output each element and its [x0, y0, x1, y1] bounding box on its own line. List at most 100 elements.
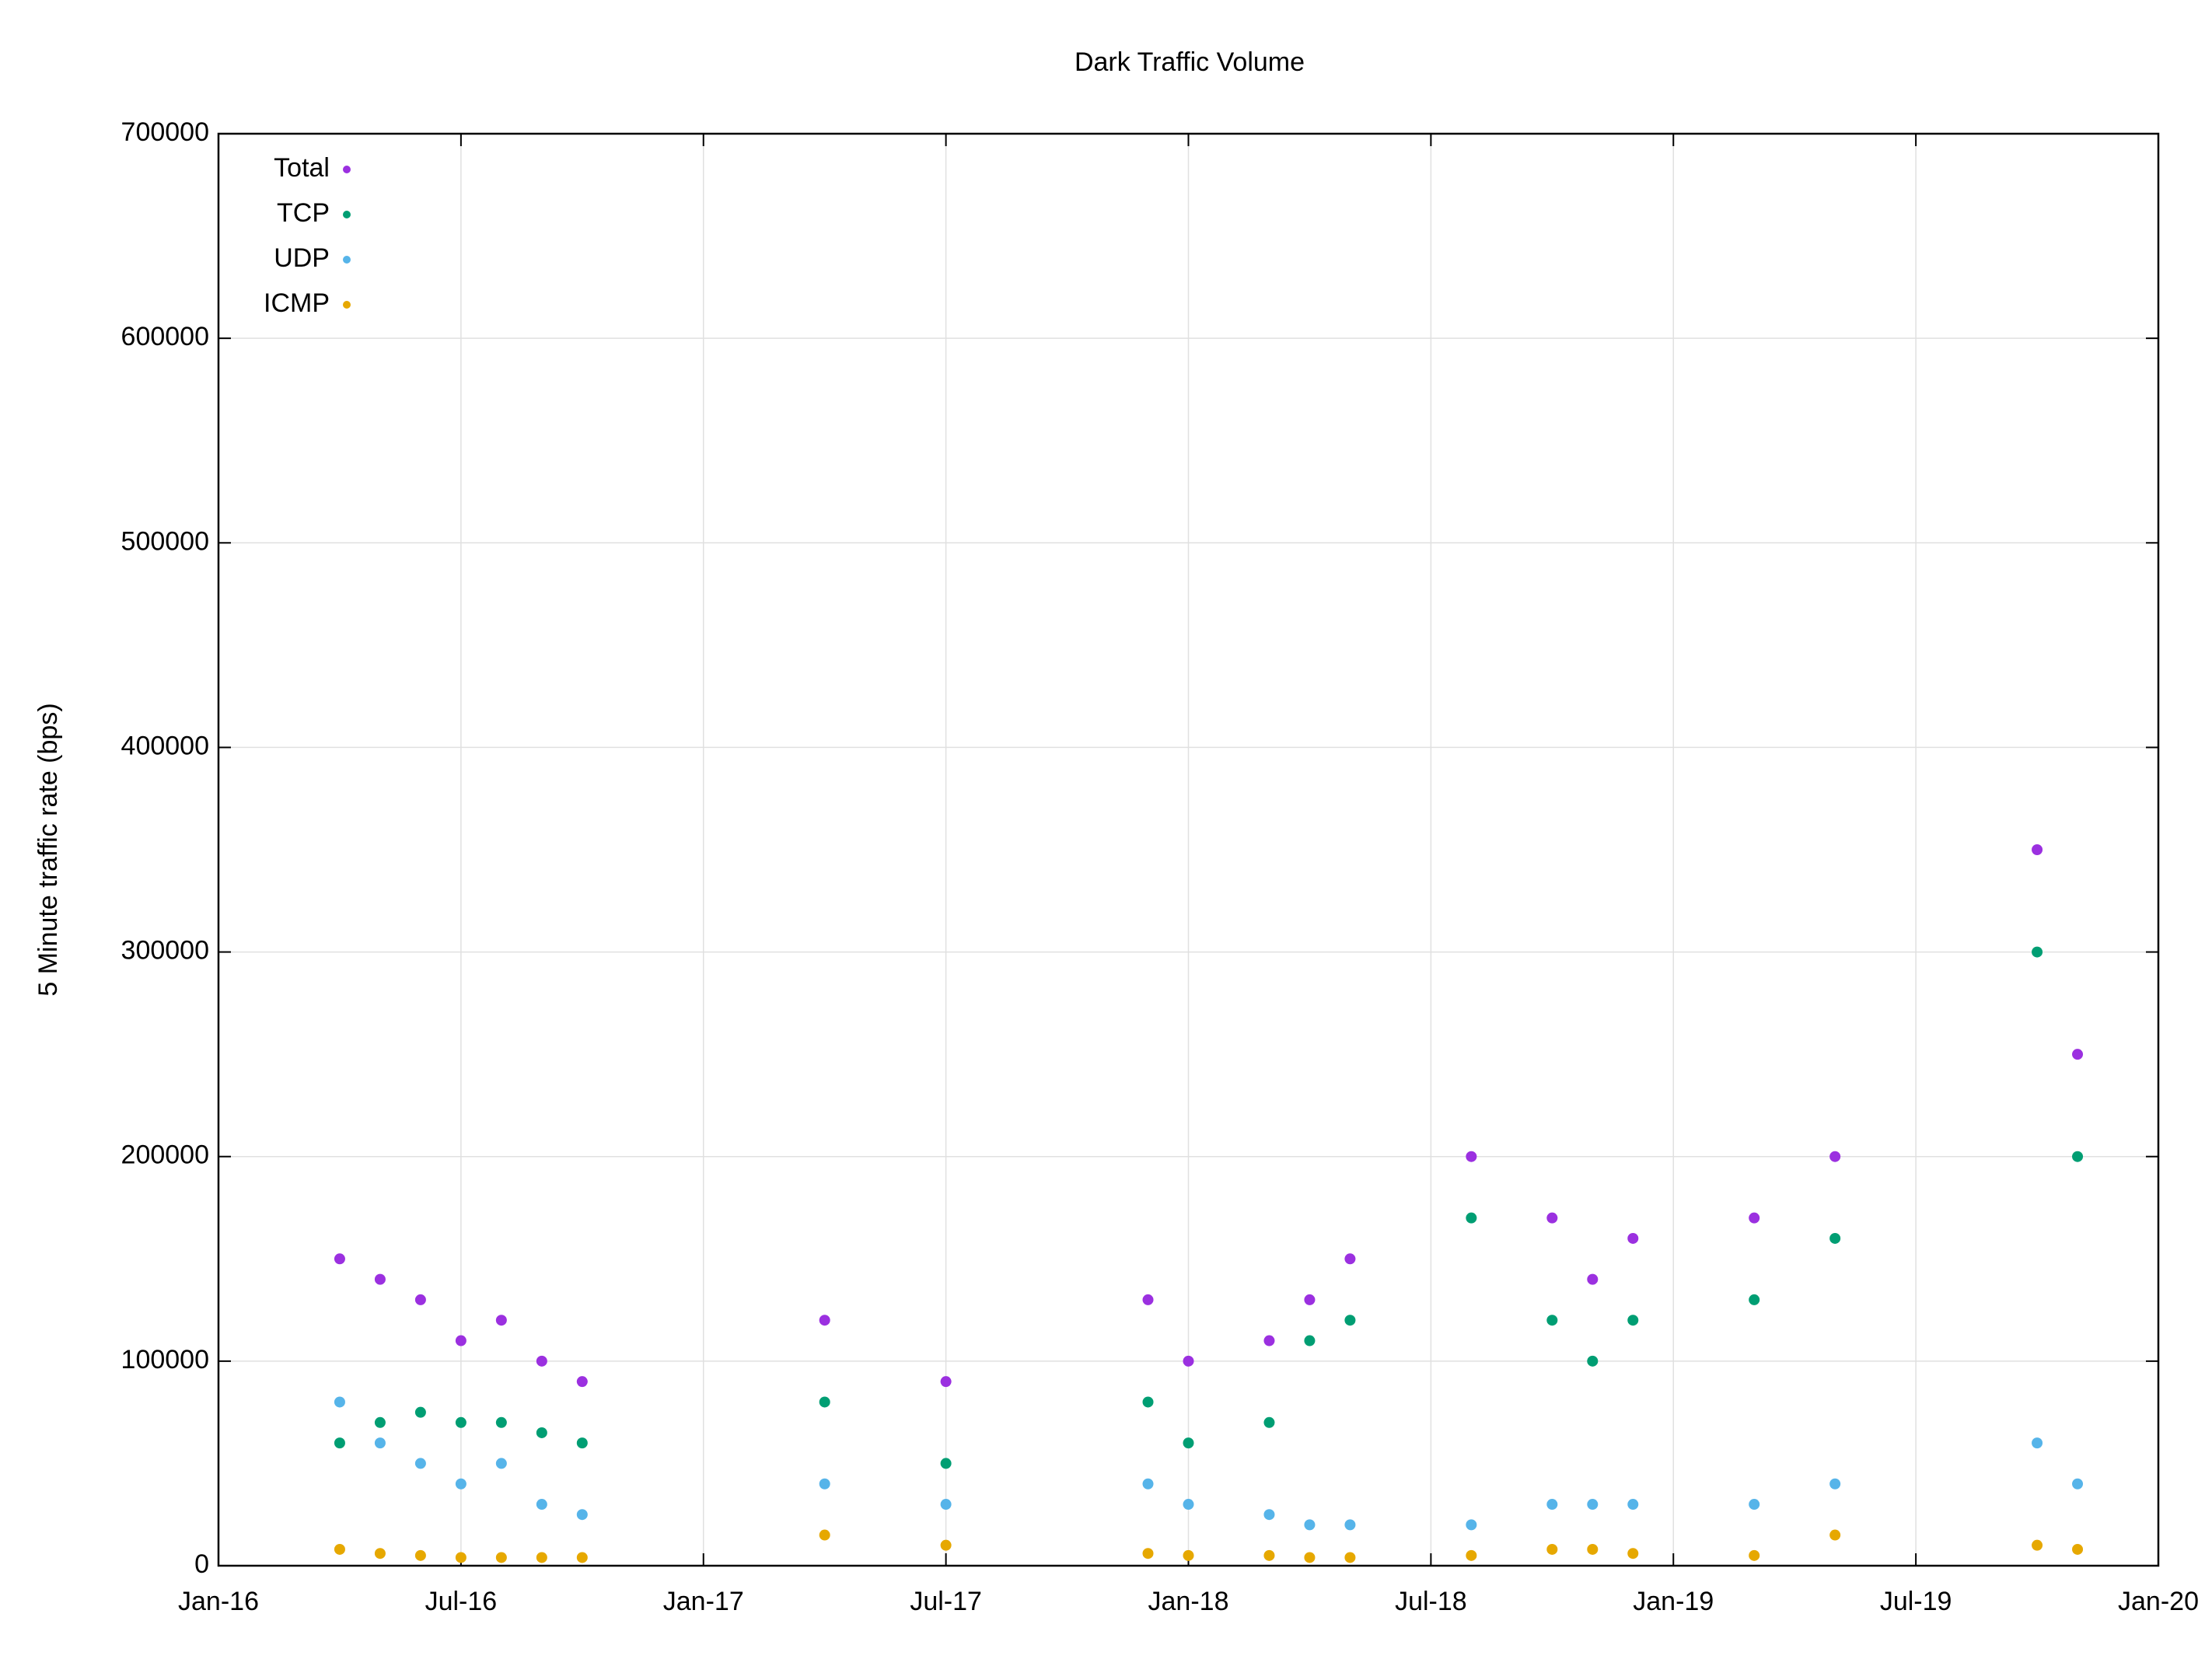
data-point [334, 1253, 345, 1265]
data-point [414, 1549, 426, 1561]
data-point [940, 1539, 952, 1551]
data-point [374, 1273, 386, 1285]
data-point [1627, 1232, 1639, 1244]
data-point [1627, 1315, 1639, 1326]
data-point [455, 1552, 467, 1563]
y-tick-label: 200000 [121, 1140, 209, 1170]
x-tick-label: Jan-18 [1148, 1587, 1229, 1616]
data-point [1749, 1294, 1760, 1305]
data-point [1466, 1151, 1477, 1162]
x-tick-label: Jul-18 [1395, 1587, 1467, 1616]
data-point [1587, 1543, 1599, 1555]
data-point [576, 1437, 588, 1449]
data-point [1263, 1416, 1275, 1428]
data-point [940, 1376, 952, 1388]
data-point [414, 1294, 426, 1305]
data-point [1304, 1335, 1316, 1346]
data-point [1183, 1437, 1194, 1449]
data-point [576, 1552, 588, 1563]
data-point [536, 1427, 547, 1438]
data-point [374, 1437, 386, 1449]
data-point [1627, 1548, 1639, 1559]
data-point [819, 1478, 830, 1490]
data-point [1829, 1529, 1841, 1541]
data-point [2032, 1437, 2043, 1449]
y-tick-label: 500000 [121, 526, 209, 556]
data-point [1466, 1549, 1477, 1561]
data-point [576, 1376, 588, 1388]
data-point [1344, 1519, 1356, 1531]
legend-swatch [343, 301, 351, 309]
data-point [414, 1406, 426, 1418]
data-point [2032, 1539, 2043, 1551]
y-tick-label: 600000 [121, 322, 209, 351]
data-point [819, 1396, 830, 1408]
data-point [1829, 1478, 1841, 1490]
data-point [819, 1315, 830, 1326]
x-tick-label: Jan-16 [178, 1587, 259, 1616]
data-point [1263, 1549, 1275, 1561]
data-point [940, 1499, 952, 1511]
legend-swatch [343, 211, 351, 218]
data-point [374, 1416, 386, 1428]
data-point [1546, 1315, 1558, 1326]
x-tick-label: Jan-19 [1633, 1587, 1714, 1616]
data-point [455, 1416, 467, 1428]
data-point [2032, 844, 2043, 855]
data-point [414, 1458, 426, 1469]
y-axis-label: 5 Minute traffic rate (bps) [33, 703, 63, 996]
chart-title: Dark Traffic Volume [1075, 47, 1305, 77]
data-point [455, 1335, 467, 1346]
data-point [1546, 1212, 1558, 1224]
data-point [1344, 1552, 1356, 1563]
x-tick-label: Jan-17 [663, 1587, 744, 1616]
legend-label: UDP [274, 243, 330, 273]
y-tick-label: 0 [194, 1549, 209, 1579]
x-tick-label: Jul-17 [910, 1587, 982, 1616]
data-point [495, 1552, 507, 1563]
data-point [1304, 1519, 1316, 1531]
x-tick-label: Jul-16 [425, 1587, 498, 1616]
data-point [334, 1543, 345, 1555]
data-point [1142, 1294, 1154, 1305]
data-point [1263, 1335, 1275, 1346]
data-point [1587, 1355, 1599, 1367]
y-tick-label: 100000 [121, 1345, 209, 1374]
data-point [536, 1552, 547, 1563]
data-point [1142, 1548, 1154, 1559]
y-tick-label: 400000 [121, 731, 209, 760]
data-point [1587, 1273, 1599, 1285]
data-point [374, 1548, 386, 1559]
data-point [2032, 946, 2043, 958]
data-point [1142, 1478, 1154, 1490]
data-point [1546, 1543, 1558, 1555]
data-point [1749, 1499, 1760, 1511]
data-point [2072, 1151, 2084, 1162]
data-point [1263, 1509, 1275, 1521]
data-point [819, 1529, 830, 1541]
data-point [576, 1509, 588, 1521]
data-point [536, 1499, 547, 1511]
data-point [495, 1315, 507, 1326]
x-tick-label: Jul-19 [1880, 1587, 1952, 1616]
data-point [334, 1396, 345, 1408]
plot-frame [217, 132, 2160, 1567]
data-point [1304, 1552, 1316, 1563]
data-point [2072, 1478, 2084, 1490]
data-point [1183, 1549, 1194, 1561]
data-point [1749, 1212, 1760, 1224]
legend-label: ICMP [264, 288, 330, 318]
legend-swatch [343, 256, 351, 264]
data-point [1829, 1151, 1841, 1162]
data-point [1749, 1549, 1760, 1561]
data-point [1183, 1499, 1194, 1511]
data-point [1466, 1519, 1477, 1531]
data-point [1304, 1294, 1316, 1305]
y-tick-label: 700000 [121, 117, 209, 147]
data-point [1627, 1499, 1639, 1511]
data-point [2072, 1049, 2084, 1060]
data-point [1183, 1355, 1194, 1367]
data-point [495, 1416, 507, 1428]
legend-label: TCP [277, 198, 330, 228]
